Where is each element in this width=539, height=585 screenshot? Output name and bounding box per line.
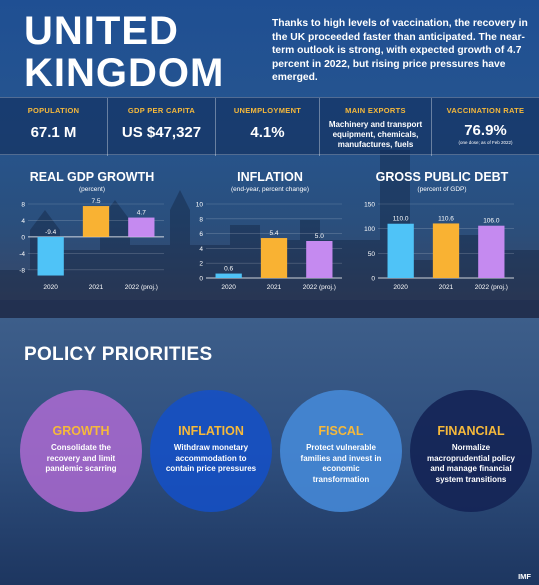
bar <box>432 223 460 278</box>
chart-gross-public-debt: GROSS PUBLIC DEBT (percent of GDP) 150 10… <box>362 170 522 298</box>
title-line-2: KINGDOM <box>24 51 225 95</box>
country-title: UNITED KINGDOM <box>24 10 224 94</box>
imf-logo: IMF <box>518 572 531 581</box>
y-tick-label: 0 <box>371 276 375 283</box>
bar <box>260 238 288 278</box>
policy-heading: INFLATION <box>178 424 244 438</box>
stat-main-exports: MAIN EXPORTS Machinery and transport equ… <box>320 98 432 156</box>
intro-text: Thanks to high levels of vaccination, th… <box>272 18 528 83</box>
stat-label: MAIN EXPORTS <box>345 106 406 115</box>
policy-heading: FINANCIAL <box>437 424 505 438</box>
stat-value: Machinery and transport equipment, chemi… <box>328 120 423 149</box>
stat-vaccination-rate: VACCINATION RATE 76.9% (one dose; as of … <box>432 98 539 156</box>
chart-subtitle: (percent) <box>78 186 105 193</box>
y-tick-label: 8 <box>21 202 25 209</box>
policy-title: POLICY PRIORITIES <box>24 344 213 365</box>
policy-circle-growth: GROWTH Consolidate the recovery and limi… <box>20 390 142 512</box>
policy-text: Withdraw monetary accommodation to conta… <box>165 443 257 473</box>
title-line-1: UNITED <box>24 9 179 53</box>
y-tick-label: 100 <box>364 226 375 233</box>
y-tick-label: 150 <box>364 202 375 209</box>
stat-label: POPULATION <box>27 106 80 115</box>
bar <box>478 225 505 278</box>
bar <box>128 217 155 237</box>
data-label: -9.4 <box>45 229 57 236</box>
policy-heading: FISCAL <box>318 424 364 438</box>
stat-label: VACCINATION RATE <box>446 106 525 115</box>
stat-label: UNEMPLOYMENT <box>233 106 302 115</box>
stat-label: GDP PER CAPITA <box>127 106 196 115</box>
chart-subtitle: (end-year, percent change) <box>230 186 310 193</box>
x-tick-label: 2022 (proj.) <box>475 284 508 291</box>
bar <box>37 236 64 276</box>
chart-inflation: INFLATION (end-year, percent change) 10 8… <box>190 170 350 298</box>
y-tick-label: 2 <box>199 261 203 268</box>
data-label: 4.7 <box>137 210 146 217</box>
x-tick-label: 2021 <box>267 284 282 291</box>
chart-svg: 10 8 6 4 2 0 0.6 2020 5.4 2021 5.0 2022 (proj.) <box>196 202 342 291</box>
x-tick-label: 2022 (proj.) <box>125 284 158 291</box>
policy-text: Normalize macroprudential policy and man… <box>426 443 516 484</box>
data-label: 5.0 <box>315 233 324 240</box>
stat-gdp-per-capita: GDP PER CAPITA US $47,327 <box>108 98 216 156</box>
chart-subtitle: (percent of GDP) <box>417 186 467 193</box>
policy-circle-inflation: INFLATION Withdraw monetary accommodatio… <box>150 390 272 512</box>
chart-svg: 150 100 50 0 110.0 2020 110.6 2021 106.0 2022 (pr… <box>364 202 514 291</box>
x-tick-label: 2022 (proj.) <box>303 284 336 291</box>
x-tick-label: 2020 <box>221 284 236 291</box>
x-tick-label: 2021 <box>89 284 104 291</box>
y-tick-label: -4 <box>19 251 25 258</box>
y-tick-label: 8 <box>199 216 203 223</box>
bar <box>387 223 414 278</box>
y-tick-label: 10 <box>196 202 204 209</box>
stat-note: (one dose; as of Feb 2022) <box>458 140 513 145</box>
y-tick-label: 4 <box>199 246 203 253</box>
policy-heading: GROWTH <box>52 424 110 438</box>
y-tick-label: 50 <box>368 251 376 258</box>
x-tick-label: 2020 <box>43 284 58 291</box>
chart-svg: 8 4 0 -4 -8 -9.4 2020 7.5 2021 4.7 2022 (proj.) <box>19 198 164 291</box>
policy-circle-financial: FINANCIAL Normalize macroprudential poli… <box>410 390 532 512</box>
policy-text: Protect vulnerable families and invest i… <box>300 443 382 484</box>
chart-title: GROSS PUBLIC DEBT <box>375 170 509 184</box>
y-tick-label: 0 <box>21 234 25 241</box>
stat-value: 67.1 M <box>30 124 77 141</box>
bar <box>215 273 242 278</box>
policy-circle-fiscal: FISCAL Protect vulnerable families and i… <box>280 390 402 512</box>
y-tick-label: 0 <box>199 276 203 283</box>
data-label: 0.6 <box>224 266 233 273</box>
data-label: 5.4 <box>269 230 278 237</box>
policy-text: Consolidate the recovery and limit pande… <box>45 443 117 473</box>
data-label: 7.5 <box>91 198 100 205</box>
ground-strip <box>0 300 539 318</box>
bar <box>82 206 110 237</box>
x-tick-label: 2021 <box>439 284 454 291</box>
data-label: 106.0 <box>483 218 500 225</box>
chart-title: REAL GDP GROWTH <box>29 170 155 184</box>
data-label: 110.0 <box>393 216 409 223</box>
y-tick-label: 4 <box>21 218 25 225</box>
data-label: 110.6 <box>438 215 454 222</box>
y-tick-label: -8 <box>19 267 25 274</box>
stat-value: 4.1% <box>250 124 285 141</box>
bar <box>306 241 333 278</box>
key-stats-bar: POPULATION 67.1 M GDP PER CAPITA US $47,… <box>0 97 539 156</box>
stat-population: POPULATION 67.1 M <box>0 98 108 156</box>
stat-value: 76.9% <box>464 122 507 139</box>
stat-unemployment: UNEMPLOYMENT 4.1% <box>216 98 320 156</box>
stat-value: US $47,327 <box>121 124 202 141</box>
y-tick-label: 6 <box>199 231 203 238</box>
chart-real-gdp-growth: REAL GDP GROWTH (percent) 8 4 0 -4 -8 -9.4 202… <box>12 170 172 298</box>
x-tick-label: 2020 <box>393 284 408 291</box>
chart-title: INFLATION <box>237 170 303 184</box>
